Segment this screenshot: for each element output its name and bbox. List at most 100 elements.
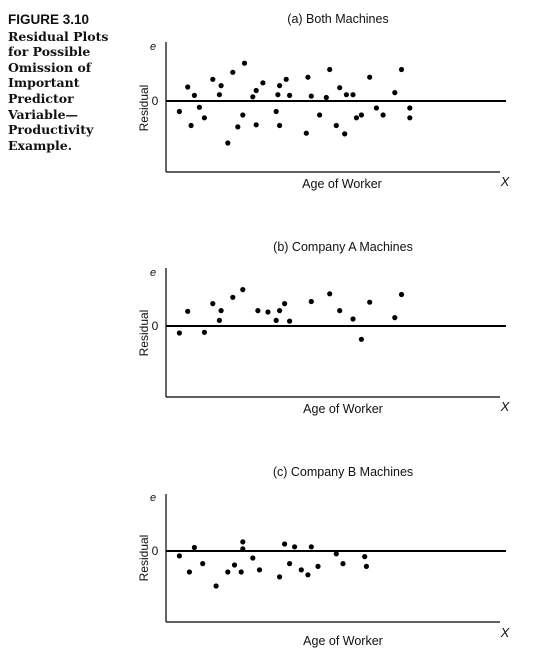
residual-point bbox=[367, 299, 373, 305]
panel-b-title: (b) Company A Machines bbox=[273, 240, 413, 254]
residual-point bbox=[317, 112, 323, 118]
residual-point bbox=[275, 92, 281, 98]
residual-point bbox=[196, 104, 202, 110]
residual-point bbox=[350, 92, 356, 98]
residual-point bbox=[277, 308, 283, 314]
residual-point bbox=[240, 539, 246, 545]
residual-point bbox=[218, 308, 224, 314]
residual-point bbox=[216, 92, 222, 98]
caption-line: Important bbox=[8, 75, 80, 91]
residual-point bbox=[210, 76, 216, 82]
residual-point bbox=[337, 85, 343, 91]
residual-point bbox=[337, 308, 343, 314]
residual-point bbox=[277, 122, 283, 129]
residual-point bbox=[185, 84, 191, 90]
residual-point bbox=[213, 583, 219, 589]
residual-point bbox=[392, 315, 398, 321]
panel-a-x-end-label: X bbox=[500, 174, 511, 189]
residual-point bbox=[333, 551, 339, 557]
residual-point bbox=[308, 544, 314, 550]
residual-point bbox=[240, 287, 246, 293]
residual-point bbox=[176, 330, 182, 336]
caption-line: Predictor bbox=[8, 90, 74, 106]
residual-point bbox=[282, 301, 288, 307]
residual-point bbox=[277, 574, 283, 580]
residual-point bbox=[240, 546, 246, 552]
residual-point bbox=[327, 291, 333, 297]
residual-point bbox=[176, 553, 182, 559]
residual-point bbox=[260, 80, 266, 86]
residual-point bbox=[186, 569, 192, 575]
panel-b-x-end-label: X bbox=[500, 399, 511, 414]
panel-a-x-axis-label: Age of Worker bbox=[302, 177, 382, 191]
residual-point bbox=[362, 554, 368, 560]
residual-point bbox=[230, 294, 236, 300]
residual-point bbox=[255, 308, 261, 314]
residual-point bbox=[230, 69, 236, 75]
residual-point bbox=[373, 105, 379, 111]
residual-point bbox=[358, 112, 364, 118]
residual-point bbox=[283, 76, 289, 82]
panel-c-zero-label: 0 bbox=[152, 544, 159, 558]
panel-b-y-axis-label: Residual bbox=[137, 310, 151, 357]
residual-point bbox=[265, 309, 271, 315]
residual-point bbox=[240, 112, 246, 118]
caption-line: Variable— bbox=[8, 106, 79, 122]
caption-line: Example. bbox=[8, 137, 73, 153]
residual-point bbox=[305, 572, 311, 578]
residual-point bbox=[287, 318, 293, 324]
panel-b-x-axis-label: Age of Worker bbox=[303, 402, 383, 416]
residual-point bbox=[340, 561, 346, 567]
caption-line: Omission of bbox=[8, 59, 92, 75]
panel-a-y-end-label: e bbox=[150, 41, 156, 53]
residual-point bbox=[398, 291, 405, 298]
panel-b-points bbox=[176, 287, 405, 342]
panel-a-zero-label: 0 bbox=[152, 94, 159, 108]
residual-point bbox=[407, 115, 413, 121]
residual-point bbox=[277, 83, 283, 89]
residual-point bbox=[216, 317, 222, 323]
figure-label: FIGURE 3.10 bbox=[8, 12, 90, 27]
panel-a-points bbox=[176, 60, 413, 146]
residual-point bbox=[185, 308, 191, 314]
residual-point bbox=[188, 122, 194, 129]
residual-point bbox=[287, 92, 293, 98]
figure-caption: FIGURE 3.10 Residual Plots for Possible … bbox=[8, 12, 120, 153]
residual-point bbox=[358, 336, 364, 342]
residual-point bbox=[201, 115, 207, 121]
panel-c-y-end-label: e bbox=[150, 492, 156, 504]
residual-point bbox=[253, 122, 259, 128]
residual-point bbox=[176, 108, 182, 115]
residual-point bbox=[367, 74, 373, 80]
residual-point bbox=[201, 329, 207, 335]
residual-point bbox=[305, 74, 311, 80]
residual-point bbox=[333, 122, 339, 129]
panel-a-title: (a) Both Machines bbox=[287, 12, 388, 26]
caption-line: for Possible bbox=[8, 44, 91, 60]
residual-point bbox=[210, 301, 216, 307]
panel-a-y-axis-label: Residual bbox=[137, 85, 151, 132]
panel-c-points bbox=[176, 539, 369, 589]
panel-c-x-axis-label: Age of Worker bbox=[303, 634, 383, 648]
residual-point bbox=[191, 544, 197, 551]
residual-point bbox=[241, 60, 248, 66]
residual-point bbox=[200, 561, 206, 567]
residual-point bbox=[218, 83, 224, 89]
panel-b: (b) Company A Machines e 0 Residual Age … bbox=[137, 240, 511, 416]
residual-point bbox=[392, 90, 398, 96]
residual-point bbox=[191, 92, 197, 98]
panel-a: (a) Both Machines e 0 Residual Age of Wo… bbox=[137, 12, 511, 191]
residual-point bbox=[292, 544, 298, 550]
residual-point bbox=[298, 567, 304, 573]
residual-point bbox=[342, 131, 348, 137]
residual-point bbox=[231, 562, 238, 568]
caption-line: Residual Plots bbox=[8, 28, 109, 44]
residual-point bbox=[250, 94, 256, 100]
residual-point bbox=[273, 317, 279, 323]
residual-point bbox=[308, 298, 314, 305]
residual-point bbox=[225, 140, 231, 146]
residual-point bbox=[250, 555, 256, 561]
residual-point bbox=[308, 93, 314, 99]
residual-point bbox=[343, 92, 349, 98]
